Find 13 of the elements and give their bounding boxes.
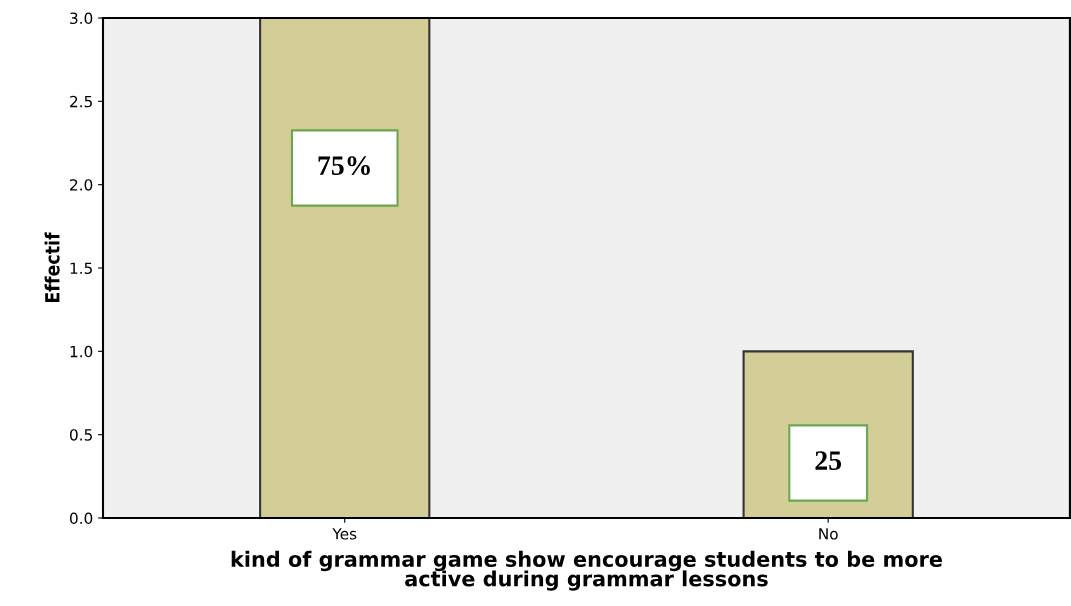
y-tick-label: 1.0 <box>70 345 93 358</box>
y-tick-label: 1.5 <box>70 262 92 275</box>
y-tick-label: 3.0 <box>70 12 93 25</box>
y-tick-label: 0.5 <box>69 429 92 441</box>
y-axis-title: Effectif <box>44 232 60 303</box>
annotation: 25 <box>815 451 842 470</box>
x-tick-label: No <box>819 528 838 540</box>
x-axis-title: kind of grammar game show encourage students to be more active during grammar lessons <box>231 550 942 591</box>
y-tick-label: 2.0 <box>70 179 93 191</box>
x-tick-label: Yes <box>332 528 357 540</box>
annotation: 75% <box>318 156 370 176</box>
y-tick-label: 0.0 <box>69 512 93 525</box>
y-tick-label: 2.5 <box>70 95 92 108</box>
